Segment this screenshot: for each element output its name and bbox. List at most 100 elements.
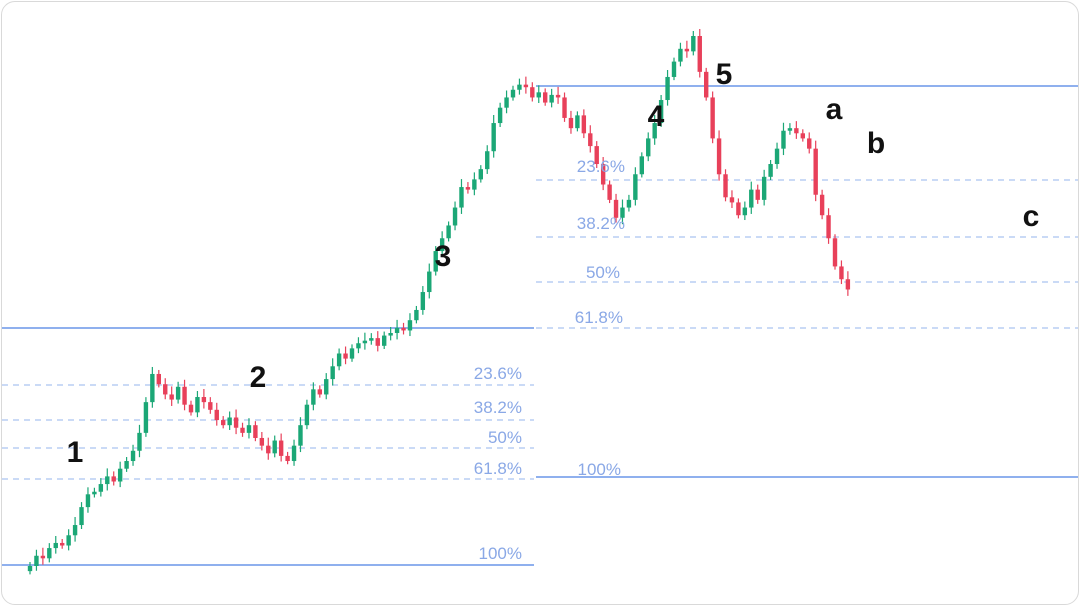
candle: [568, 110, 574, 134]
candle: [446, 221, 451, 242]
candle: [388, 327, 393, 341]
candle-body: [66, 535, 71, 546]
candle-body: [678, 48, 683, 62]
candle: [768, 160, 773, 181]
candle-body: [639, 156, 644, 175]
candle-body: [581, 115, 587, 134]
candle: [111, 471, 116, 486]
candle: [620, 199, 625, 225]
candle: [736, 198, 741, 219]
wave-label-3: 3: [435, 240, 452, 273]
candle-body: [716, 138, 722, 175]
candle: [298, 417, 303, 453]
candle: [491, 115, 496, 158]
candle-body: [613, 199, 619, 218]
candle-body: [543, 92, 548, 103]
candle-body: [575, 115, 580, 129]
candle-body: [549, 94, 554, 103]
candle-body: [266, 445, 271, 454]
candle-body: [117, 468, 123, 482]
candle: [826, 208, 831, 244]
candle: [47, 543, 52, 563]
candle-body: [794, 128, 799, 134]
fibonacci-lines: [2, 85, 1078, 566]
candle: [742, 201, 748, 221]
candle: [343, 346, 348, 365]
wave-label-c: c: [1023, 200, 1040, 233]
candle-body: [188, 404, 194, 413]
candle-body: [336, 353, 342, 367]
candle: [543, 88, 548, 106]
candle: [336, 348, 342, 371]
candle: [600, 157, 606, 191]
candle: [221, 416, 226, 429]
candle: [504, 90, 509, 114]
candle: [813, 140, 818, 202]
candle: [549, 88, 554, 108]
candle-body: [182, 386, 187, 405]
candle: [839, 260, 844, 285]
candle: [472, 172, 477, 196]
candle-body: [34, 555, 39, 566]
candle-body: [394, 327, 400, 334]
candle-body: [369, 338, 374, 341]
candle-body: [143, 402, 149, 433]
candle: [555, 86, 561, 104]
candle: [124, 457, 129, 472]
candle: [66, 529, 71, 551]
candle: [581, 109, 587, 139]
candle: [156, 369, 161, 388]
candle-body: [523, 84, 529, 88]
candle-body: [626, 199, 632, 208]
candle-body: [150, 373, 155, 403]
candle: [27, 562, 33, 575]
candle-body: [246, 425, 252, 433]
candle: [588, 125, 593, 153]
candle-body: [98, 484, 104, 492]
candle-body: [749, 189, 754, 208]
candle: [85, 487, 91, 513]
candle: [800, 129, 805, 142]
candle-body: [517, 84, 522, 90]
candle-body: [388, 333, 393, 336]
candle-body: [317, 389, 322, 395]
candle: [517, 78, 522, 95]
candle: [317, 385, 322, 398]
candle-body: [169, 394, 174, 400]
candle-body: [710, 97, 715, 139]
candle-body: [72, 525, 78, 536]
candle-body: [324, 379, 329, 395]
candle: [665, 69, 670, 106]
candle: [510, 85, 516, 101]
candle: [163, 378, 168, 400]
candle-body: [826, 215, 831, 239]
candle: [452, 201, 458, 231]
candle: [92, 487, 97, 498]
candle: [523, 76, 529, 94]
candle: [639, 152, 644, 178]
candle-body: [787, 128, 793, 131]
candle: [253, 421, 258, 442]
candle: [819, 189, 825, 220]
candle-body: [401, 327, 406, 331]
candle-body: [510, 89, 516, 98]
candle-body: [497, 107, 503, 124]
candle: [150, 366, 155, 408]
candle-body: [607, 184, 612, 200]
candle-body: [124, 461, 129, 469]
candle-body: [259, 437, 265, 446]
candle: [671, 57, 677, 81]
fib2-label: 61.8%: [575, 308, 623, 327]
candle: [130, 444, 136, 466]
candle-body: [665, 76, 670, 101]
candle: [143, 397, 149, 437]
candle: [439, 231, 445, 257]
candle-body: [375, 338, 380, 346]
candle-body: [697, 36, 702, 72]
candle-body: [201, 397, 207, 403]
fib2-label: 38.2%: [577, 214, 625, 233]
candle-body: [272, 440, 277, 454]
wave-label-5: 5: [716, 58, 733, 91]
candle: [382, 331, 387, 350]
